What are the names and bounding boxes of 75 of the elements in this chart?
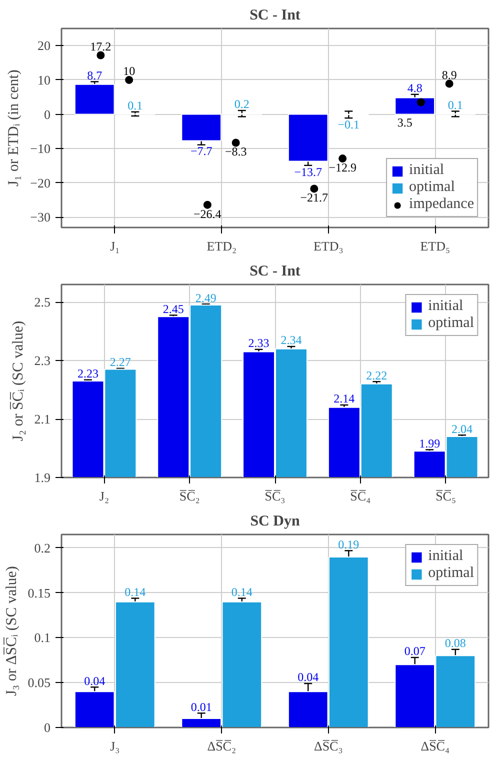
y-axis-title: J₂ or S̅C̅ᵢ (SC value)	[10, 320, 26, 442]
data-label: −21.7	[300, 190, 328, 205]
data-label: 0.19	[338, 537, 360, 552]
x-tick-label: ΔS̅C̅₂	[207, 738, 236, 754]
chart-title: SC - Int	[250, 264, 300, 280]
data-label: −13.7	[294, 164, 322, 179]
data-label: 8.7	[87, 68, 102, 82]
y-tick-label: −10	[30, 141, 51, 156]
y-tick-label: −20	[30, 175, 51, 190]
data-label: −7.7	[190, 144, 212, 158]
data-label: 2.49	[195, 290, 216, 305]
data-label: 17.2	[90, 39, 112, 54]
data-label: −0.1	[338, 117, 360, 132]
x-tick-label: J₁	[110, 238, 120, 254]
x-tick-label: ETD₅	[420, 238, 450, 254]
x-tick-label: ETD₂	[206, 238, 237, 254]
data-label: −26.4	[194, 206, 222, 221]
y-tick-label: 0.1	[34, 630, 50, 646]
y-tick-label: 1.9	[34, 470, 50, 485]
data-label: 0.07	[404, 644, 426, 658]
data-label: 2.23	[77, 366, 98, 381]
data-label: 0.04	[298, 670, 319, 684]
y-axis-title: J₃ or ΔS̅C̅ᵢ (SC value)	[3, 566, 20, 696]
data-label: 0.14	[231, 584, 252, 599]
y-tick-label: 0.2	[34, 540, 50, 556]
data-label: 0.2	[234, 97, 250, 112]
legend-label: initial	[409, 162, 444, 179]
legend-label: optimal	[428, 315, 474, 332]
data-label: 4.8	[407, 80, 422, 95]
legend-label: optimal	[428, 565, 474, 582]
x-tick-label: J₃	[110, 738, 120, 754]
data-label: 2.45	[162, 302, 184, 316]
data-label: −8.3	[224, 144, 247, 159]
y-tick-label: 0	[44, 106, 50, 122]
x-tick-label: S̅C̅₄	[350, 488, 372, 504]
chart-title: SC Dyn	[250, 514, 300, 530]
data-label: 2.22	[366, 368, 388, 382]
data-label: 2.33	[248, 336, 270, 350]
y-axis-title: J₁ or ETDᵢ (in cent)	[6, 70, 22, 186]
y-tick-label: 2.1	[34, 412, 50, 427]
data-label: 8.9	[442, 68, 457, 82]
data-label: 2.27	[110, 355, 131, 370]
data-label: 3.5	[397, 115, 412, 130]
x-tick-label: S̅C̅₃	[264, 488, 286, 504]
x-tick-label: ETD₃	[313, 238, 344, 254]
y-tick-label: 20	[38, 38, 50, 54]
data-label: 0.04	[84, 674, 106, 688]
y-tick-label: 2.5	[34, 294, 50, 310]
x-tick-label: J₂	[99, 488, 109, 504]
data-label: 2.14	[334, 392, 355, 406]
data-label: 2.04	[452, 422, 473, 436]
y-tick-label: 0	[44, 720, 50, 735]
data-label: 2.34	[280, 333, 302, 348]
legend-label: initial	[428, 548, 464, 565]
data-label: 0.1	[448, 98, 463, 112]
data-label: 0.01	[190, 700, 212, 714]
data-label: 0.08	[444, 636, 466, 650]
x-tick-label: ΔS̅C̅₃	[314, 738, 343, 754]
y-tick-label: 0.05	[28, 675, 50, 690]
x-tick-label: ΔS̅C̅₄	[420, 738, 450, 754]
x-tick-label: S̅C̅₂	[179, 488, 200, 504]
legend-label: optimal	[409, 179, 455, 196]
x-tick-label: S̅C̅₅	[435, 488, 456, 504]
y-tick-label: 0.15	[28, 585, 50, 600]
data-label: 0.14	[124, 584, 146, 599]
y-tick-label: −30	[30, 210, 51, 225]
legend-label: impedance	[409, 196, 474, 213]
data-label: 0.1	[128, 98, 143, 112]
legend-label: initial	[428, 298, 464, 315]
data-label: 10	[123, 64, 136, 78]
data-label: 1.99	[419, 436, 440, 450]
y-tick-label: 2.3	[34, 353, 50, 368]
data-label: −12.9	[328, 160, 356, 175]
chart-title: SC - Int	[250, 8, 300, 24]
y-tick-label: 10	[38, 72, 50, 88]
